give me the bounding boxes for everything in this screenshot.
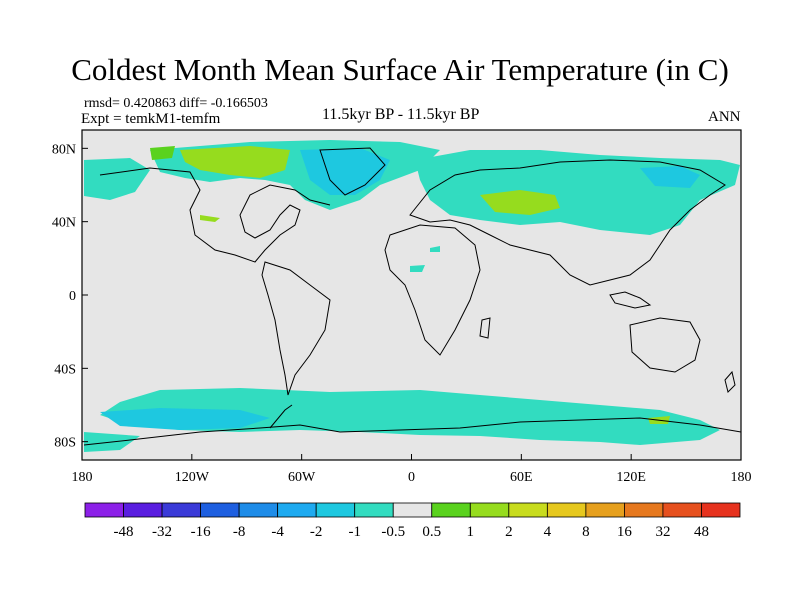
- lon-label: 60W: [288, 470, 316, 485]
- greenland-coast: [319, 147, 386, 196]
- stats-line: rmsd= 0.420863 diff= -0.166503: [84, 96, 268, 111]
- africa-coast: [384, 224, 481, 356]
- colorbar-swatch: [277, 502, 317, 518]
- latitude-axis: 80N 40N 0 40S 80S: [52, 142, 88, 451]
- colorbar-swatch: [123, 502, 163, 518]
- lat-label: 40S: [54, 362, 76, 377]
- colorbar-label: -8: [233, 524, 246, 540]
- canada-warm-region: [180, 146, 290, 178]
- australia-coast: [629, 317, 701, 373]
- colorbar-swatch: [662, 502, 702, 518]
- new-zealand-coast: [724, 370, 736, 393]
- southern-ocean-cold: [100, 388, 720, 445]
- experiment-line: Expt = temkM1-temfm: [81, 111, 221, 127]
- period-label: 11.5kyr BP - 11.5kyr BP: [322, 106, 480, 123]
- colorbar-swatch: [238, 502, 279, 518]
- central-asia-warm: [480, 190, 560, 215]
- colorbar-swatch: [354, 502, 394, 518]
- bering-cold-region: [84, 158, 150, 200]
- colorbar: -48 -32 -16 -8 -4 -2 -1 -0.5 0.5 1 2 4 8 16 32 48: [84, 502, 741, 540]
- colorbar-swatch: [161, 502, 201, 518]
- lat-label: 40N: [52, 216, 76, 231]
- alaska-warm-patch: [150, 146, 175, 160]
- colorbar-swatch: [200, 502, 240, 518]
- season-label: ANN: [708, 109, 741, 125]
- colorbar-swatch: [546, 502, 587, 518]
- colorbar-swatch: [84, 502, 124, 518]
- colorbar-swatch: [624, 502, 664, 518]
- antarctica-coast: [83, 417, 742, 446]
- colorbar-label: 8: [582, 524, 590, 540]
- colorbar-swatch: [469, 502, 510, 518]
- colorbar-swatch: [315, 502, 356, 518]
- antarctic-peninsula-coast: [269, 404, 293, 429]
- small-patch-1: [430, 246, 440, 252]
- lon-label: 60E: [510, 470, 533, 485]
- lat-label: 80S: [54, 436, 76, 451]
- colorbar-label: 16: [617, 524, 633, 540]
- longitude-axis: 180 120W 60W 0 60E 120E 180: [72, 454, 752, 485]
- lon-label: 0: [408, 470, 415, 485]
- southern-ocean-cold-core: [100, 408, 270, 430]
- lon-label: 120W: [175, 470, 210, 485]
- colorbar-label: -32: [152, 524, 172, 540]
- greenland-cold-core: [300, 148, 390, 195]
- small-patch-2: [410, 265, 425, 272]
- colorbar-swatch: [431, 502, 471, 518]
- colorbar-label: 0.5: [422, 524, 441, 540]
- lon-label: 180: [72, 470, 93, 485]
- indonesia-coast: [609, 291, 652, 309]
- colorbar-swatch: [585, 502, 625, 518]
- colorbar-swatch: [701, 502, 741, 518]
- map-title: Coldest Month Mean Surface Air Temperatu…: [71, 52, 729, 87]
- map-panel: [81, 129, 742, 461]
- lon-label: 120E: [616, 470, 646, 485]
- colorbar-label: -4: [271, 524, 284, 540]
- colorbar-label: 4: [544, 524, 552, 540]
- lon-label: 180: [731, 470, 752, 485]
- coastlines: [83, 147, 742, 446]
- colorbar-label: 48: [694, 524, 709, 540]
- colorbar-swatch: [392, 502, 433, 518]
- colorbar-label: 32: [655, 524, 670, 540]
- colorbar-label: 2: [505, 524, 513, 540]
- colorbar-label: -16: [191, 524, 211, 540]
- eurasia-coast: [409, 159, 726, 286]
- lat-label: 80N: [52, 142, 76, 157]
- madagascar-coast: [479, 317, 491, 339]
- colorbar-label: -2: [310, 524, 323, 540]
- colorbar-label: 1: [467, 524, 475, 540]
- colorbar-swatch: [508, 502, 548, 518]
- north-america-coast: [99, 167, 331, 263]
- lat-label: 0: [69, 289, 76, 304]
- colorbar-label: -1: [348, 524, 361, 540]
- anomaly-fills: [84, 140, 740, 452]
- na-warm-dot: [200, 215, 220, 222]
- siberia-cold-core: [640, 166, 700, 188]
- colorbar-label: -0.5: [381, 524, 405, 540]
- colorbar-label: -48: [114, 524, 134, 540]
- south-america-coast: [261, 261, 331, 396]
